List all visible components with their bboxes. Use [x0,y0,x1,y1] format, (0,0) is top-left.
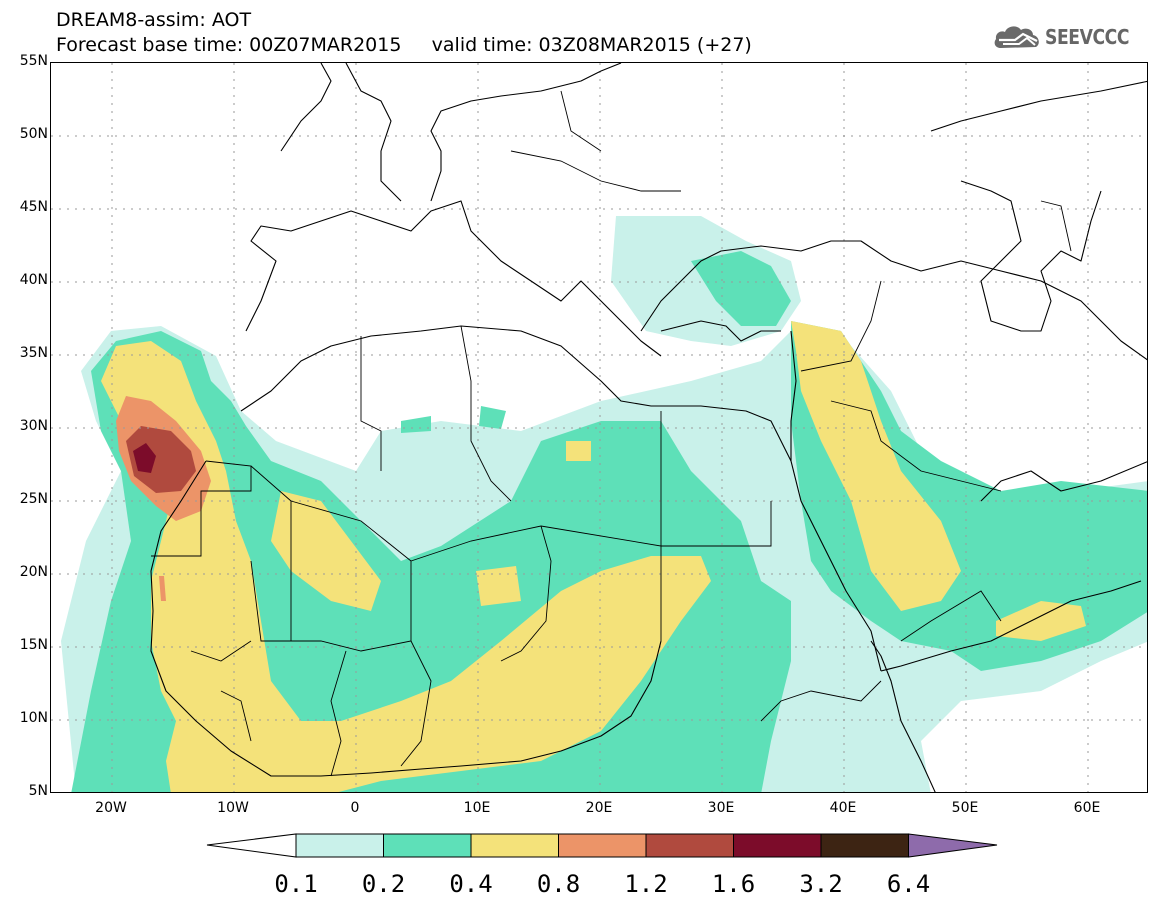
lat-label: 40N [19,272,48,288]
map-subtitle-times: Forecast base time: 00Z07MAR2015 valid t… [56,34,752,56]
lat-label: 55N [19,53,48,69]
colorbar-label: 0.1 [274,870,318,898]
lon-label: 20W [95,800,127,816]
colorbar-swatch [295,833,384,858]
lat-label: 35N [19,345,48,361]
lon-label: 60E [1073,800,1101,816]
colorbar-label: 0.4 [449,870,493,898]
lon-label: 40E [829,800,857,816]
colorbar-under-arrow [206,833,297,858]
logo-text: SEEVCCC [1045,25,1130,49]
colorbar-swatch [558,833,647,858]
colorbar [206,833,998,858]
lat-label: 50N [19,126,48,142]
colorbar-swatch [645,833,734,858]
grid-lines [51,63,1147,792]
lon-label: 20E [585,800,613,816]
colorbar-swatch [820,833,909,858]
lon-label: 50E [951,800,979,816]
aot-map-canvas [51,63,1147,792]
colorbar-label: 1.2 [624,870,668,898]
lon-label: 30E [707,800,735,816]
aot-field-1.6 [133,443,156,473]
colorbar-swatch [383,833,472,858]
colorbar-swatch [733,833,822,858]
colorbar-swatch [470,833,559,858]
coastlines [150,63,1147,792]
lat-label: 45N [19,199,48,215]
colorbar-over-arrow [908,833,998,858]
aot-field-1.2 [126,426,196,493]
lat-label: 30N [19,418,48,434]
aot-map [50,62,1148,793]
seevccc-logo: SEEVCCC [993,24,1143,50]
lat-label: 10N [19,710,48,726]
lon-label: 0 [350,800,360,816]
lon-label: 10W [217,800,249,816]
lat-label: 25N [19,491,48,507]
map-title: DREAM8-assim: AOT [56,9,252,31]
lat-label: 15N [19,637,48,653]
aot-field-0.4 [101,321,1086,792]
colorbar-label: 0.8 [536,870,581,898]
country-borders [151,90,1072,777]
lat-label: 5N [28,783,48,799]
lat-label: 20N [19,564,48,580]
colorbar-label: 0.2 [361,870,406,898]
lon-label: 10E [463,800,491,816]
colorbar-label: 6.4 [886,870,931,898]
cloud-icon [994,26,1040,48]
colorbar-label: 1.6 [711,870,756,898]
colorbar-label: 3.2 [799,870,843,898]
